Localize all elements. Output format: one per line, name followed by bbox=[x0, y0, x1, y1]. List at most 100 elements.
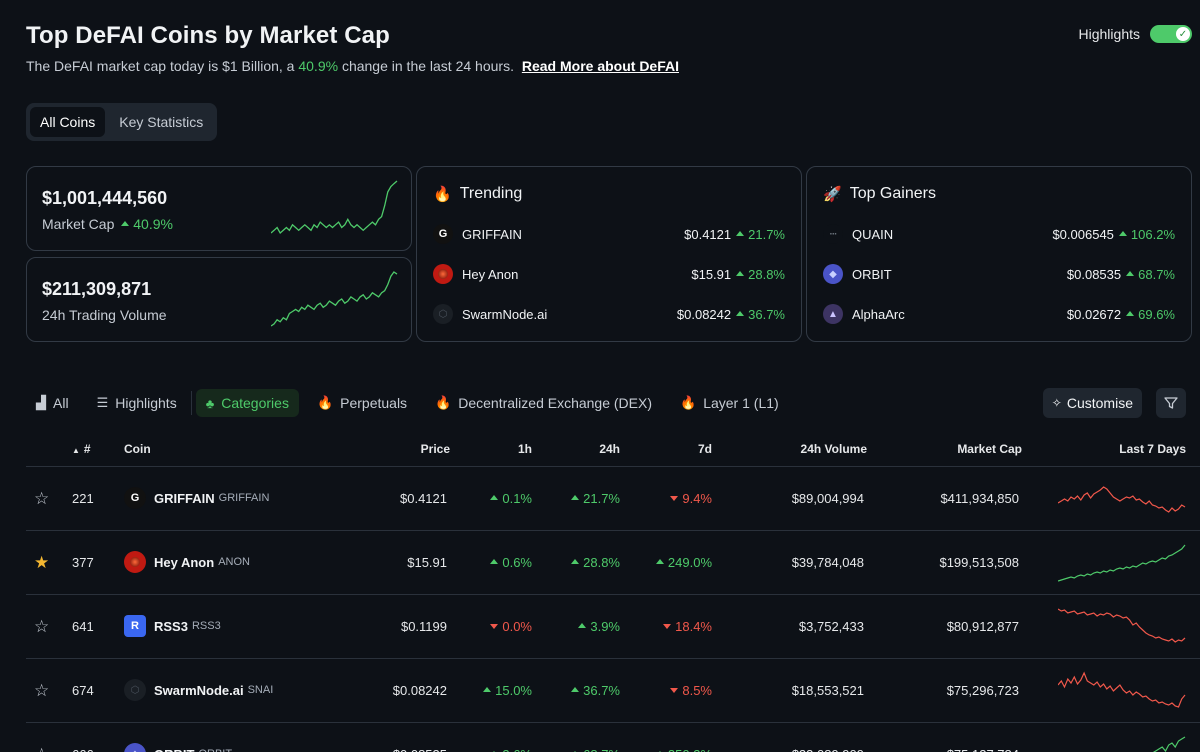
gainer-item[interactable]: ··· QUAIN $0.006545 106.2% bbox=[823, 222, 1175, 246]
coin-cell[interactable]: ◆ ORBIT ORBIT bbox=[124, 743, 232, 752]
change-value: 15.0% bbox=[495, 683, 532, 698]
coin-market-cap: $75,127,784 bbox=[902, 747, 1019, 752]
header-rank[interactable]: ▲ # bbox=[72, 442, 91, 456]
filter-divider bbox=[190, 391, 192, 415]
trading-volume-card[interactable]: $211,309,871 24h Trading Volume bbox=[26, 257, 412, 342]
caret-up-icon bbox=[571, 559, 580, 565]
filter-layer-1-l1[interactable]: 🔥 Layer 1 (L1) bbox=[670, 389, 789, 417]
read-more-link[interactable]: Read More about DeFAI bbox=[521, 58, 679, 74]
coin-symbol: SNAI bbox=[247, 684, 274, 696]
coin-cell[interactable]: R RSS3 RSS3 bbox=[124, 615, 221, 637]
coin-price: $15.91 bbox=[407, 555, 447, 570]
header-1h[interactable]: 1h bbox=[517, 442, 532, 456]
market-cap-label: Market Cap bbox=[42, 216, 115, 232]
star-filled-icon[interactable]: ★ bbox=[34, 553, 50, 572]
tab-key-statistics[interactable]: Key Statistics bbox=[119, 114, 204, 130]
subtitle-text-end: change in the last 24 hours. bbox=[341, 58, 514, 74]
sparkline-7d bbox=[1058, 544, 1186, 582]
table-row[interactable]: ★ 377 Hey Anon ANON $15.91 0.6% 28.8% 249.0% $39… bbox=[26, 531, 1200, 595]
filter-categories[interactable]: ♣ Categories bbox=[195, 389, 299, 417]
filter-highlights[interactable]: ☰ Highlights bbox=[87, 389, 187, 417]
tab-all-coins[interactable]: All Coins bbox=[30, 107, 106, 137]
star-icon[interactable]: ☆ bbox=[34, 617, 50, 636]
table-row[interactable]: ☆ 221 G GRIFFAIN GRIFFAIN $0.4121 0.1% 21.7% 9.4… bbox=[26, 467, 1200, 531]
sparkline-7d bbox=[1058, 608, 1186, 643]
trending-item[interactable]: G GRIFFAIN $0.4121 21.7% bbox=[433, 222, 785, 246]
filter-decentralized-exchange-dex[interactable]: 🔥 Decentralized Exchange (DEX) bbox=[425, 389, 662, 417]
coin-price: $0.1199 bbox=[400, 619, 447, 634]
coin-cell[interactable]: Hey Anon ANON bbox=[124, 551, 250, 573]
coin-rank: 641 bbox=[72, 619, 94, 634]
star-icon[interactable]: ☆ bbox=[34, 681, 50, 700]
top-gainers-card: 🚀 Top Gainers ··· QUAIN $0.006545 106.2% ◆ OR… bbox=[806, 166, 1192, 342]
caret-up-icon bbox=[1126, 310, 1135, 316]
subtitle-change: 40.9% bbox=[298, 58, 339, 74]
rss3-logo-icon: R bbox=[124, 615, 146, 637]
change-d7: 9.4% bbox=[646, 491, 712, 506]
coin-cell[interactable]: G GRIFFAIN GRIFFAIN bbox=[124, 487, 269, 509]
orbit-logo-icon: ◆ bbox=[124, 743, 146, 752]
coin-change: 36.7% bbox=[736, 307, 785, 322]
change-h1: 15.0% bbox=[466, 683, 532, 698]
gainer-item[interactable]: ▲ AlphaArc $0.02672 69.6% bbox=[823, 302, 1175, 326]
filter-label: Perpetuals bbox=[340, 395, 408, 411]
coin-symbol: ORBIT bbox=[198, 748, 232, 752]
filter-all[interactable]: ▟ All bbox=[26, 389, 79, 417]
customise-button[interactable]: ✧ Customise bbox=[1042, 388, 1142, 418]
header-price[interactable]: Price bbox=[420, 442, 450, 456]
table-header: ▲ # Coin Price 1h 24h 7d 24h Volume Marke… bbox=[26, 430, 1200, 467]
header-24h[interactable]: 24h bbox=[599, 442, 620, 456]
coin-rank: 674 bbox=[72, 683, 94, 698]
market-cap-change-value: 40.9% bbox=[133, 216, 173, 232]
rocket-icon: 🚀 bbox=[823, 186, 842, 203]
change-value: 28.8% bbox=[583, 555, 620, 570]
change-value: 18.4% bbox=[675, 619, 712, 634]
filter-button[interactable] bbox=[1156, 388, 1186, 418]
coin-change-value: 68.7% bbox=[1138, 266, 1175, 282]
star-icon[interactable]: ☆ bbox=[34, 745, 49, 752]
trending-item[interactable]: Hey Anon $15.91 28.8% bbox=[433, 262, 785, 286]
coin-volume: $18,553,521 bbox=[791, 683, 864, 698]
coin-change: 106.2% bbox=[1118, 227, 1175, 242]
sparkle-icon: ✧ bbox=[1051, 396, 1062, 410]
header-last-7-days: Last 7 Days bbox=[1119, 442, 1186, 456]
fire-icon: 🔥 bbox=[316, 395, 334, 410]
gainer-item[interactable]: ◆ ORBIT $0.08535 68.7% bbox=[823, 262, 1175, 286]
caret-up-icon bbox=[578, 623, 587, 629]
header-7d[interactable]: 7d bbox=[697, 442, 712, 456]
page-subtitle: The DeFAI market cap today is $1 Billion… bbox=[26, 58, 679, 74]
subtitle-text: The DeFAI market cap today is $1 Billion… bbox=[26, 58, 295, 74]
coin-rank: 666 bbox=[72, 747, 94, 752]
change-h1: 3.6% bbox=[466, 747, 532, 752]
trending-item[interactable]: ⬡ SwarmNode.ai $0.08242 36.7% bbox=[433, 302, 785, 326]
change-h24: 28.8% bbox=[554, 555, 620, 570]
caret-up-icon bbox=[490, 495, 499, 501]
highlights-toggle[interactable]: ✓ bbox=[1150, 25, 1192, 43]
coin-name: GRIFFAIN bbox=[154, 490, 215, 506]
header-rank-label: # bbox=[83, 442, 91, 456]
table-row[interactable]: ☆ 666 ◆ ORBIT ORBIT $0.08535 3.6% 68.7% 250.3% $2… bbox=[26, 723, 1200, 752]
sort-asc-icon: ▲ bbox=[72, 446, 80, 455]
coin-price: $0.08242 bbox=[676, 306, 732, 322]
coin-cell[interactable]: ⬡ SwarmNode.ai SNAI bbox=[124, 679, 273, 701]
change-h24: 68.7% bbox=[554, 747, 620, 752]
coin-price: $0.006545 bbox=[1052, 226, 1114, 242]
header-market-cap[interactable]: Market Cap bbox=[957, 442, 1022, 456]
trending-title: 🔥 Trending bbox=[433, 185, 522, 203]
header-coin[interactable]: Coin bbox=[124, 442, 151, 456]
table-row[interactable]: ☆ 641 R RSS3 RSS3 $0.1199 0.0% 3.9% 18.4% $3,752,… bbox=[26, 595, 1200, 659]
customise-label: Customise bbox=[1066, 395, 1133, 411]
market-cap-card[interactable]: $1,001,444,560 Market Cap 40.9% bbox=[26, 166, 412, 251]
change-value: 0.0% bbox=[502, 619, 532, 634]
table-row[interactable]: ☆ 674 ⬡ SwarmNode.ai SNAI $0.08242 15.0% 36.7% 8… bbox=[26, 659, 1200, 723]
coin-market-cap: $199,513,508 bbox=[939, 555, 1019, 570]
caret-up-icon bbox=[1118, 230, 1127, 236]
caret-down-icon bbox=[663, 624, 672, 630]
change-d7: 250.3% bbox=[646, 747, 712, 752]
filter-perpetuals[interactable]: 🔥 Perpetuals bbox=[307, 389, 417, 417]
swarmnode-logo-icon: ⬡ bbox=[433, 304, 453, 324]
caret-up-icon bbox=[736, 310, 745, 316]
star-icon[interactable]: ☆ bbox=[34, 489, 50, 508]
header-volume[interactable]: 24h Volume bbox=[800, 442, 867, 456]
volume-label: 24h Trading Volume bbox=[42, 307, 167, 323]
